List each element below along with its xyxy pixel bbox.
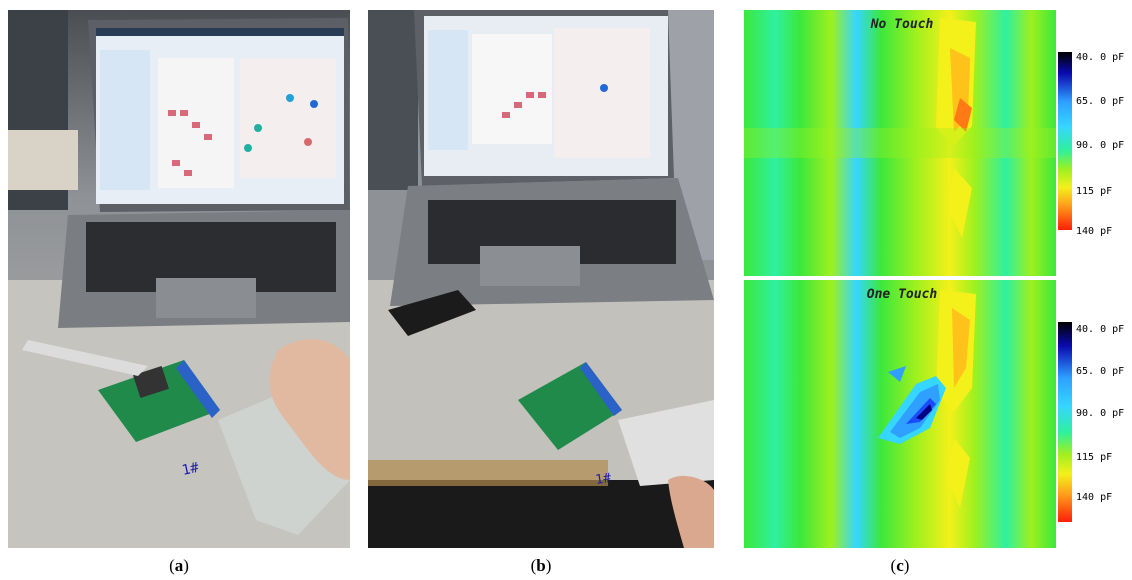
heatmap-no-touch: No Touch	[744, 10, 1056, 276]
caption-a-letter: a	[174, 556, 184, 575]
legend-bottom-label-2: 90. 0 pF	[1076, 408, 1124, 419]
heatmap-title-one-touch: One Touch	[867, 287, 938, 302]
handwritten-label-a: 1#	[181, 460, 201, 479]
handwritten-label-b: 1#	[594, 471, 612, 488]
legend-top: 40. 0 pF 65. 0 pF 90. 0 pF 115 pF 140 pF	[1058, 52, 1124, 237]
caption-c-letter: c	[896, 556, 904, 575]
legend-bottom-label-3: 115 pF	[1076, 452, 1112, 463]
legend-top-label-3: 115 pF	[1076, 186, 1112, 197]
heatmap-one-touch: One Touch	[744, 280, 1056, 548]
legend-bottom-label-1: 65. 0 pF	[1076, 366, 1124, 377]
caption-c-close: )	[903, 556, 910, 575]
caption-b-open: (	[530, 556, 537, 575]
caption-a-open: (	[169, 556, 175, 575]
caption-b-letter: b	[536, 556, 546, 575]
caption-b-close: )	[545, 556, 552, 575]
legend-top-label-2: 90. 0 pF	[1076, 140, 1124, 151]
legend-bottom: 40. 0 pF 65. 0 pF 90. 0 pF 115 pF 140 pF	[1058, 322, 1124, 522]
caption-a: (a)	[8, 556, 350, 576]
photo-b-illustration: 1#	[368, 10, 714, 548]
caption-c: (c)	[740, 556, 1060, 576]
legend-bottom-label-4: 140 pF	[1076, 492, 1112, 503]
caption-a-close: )	[183, 556, 189, 575]
photo-panel-b: 1#	[368, 10, 714, 548]
legend-bottom-label-0: 40. 0 pF	[1076, 324, 1124, 335]
legend-top-label-4: 140 pF	[1076, 226, 1112, 237]
caption-c-open: (	[890, 556, 897, 575]
caption-b: (b)	[368, 556, 714, 576]
heatmaps-svg: No Touch One Touch 40. 0 pF 65. 0 pF 90.…	[744, 10, 1124, 548]
photo-panel-a: 1#	[8, 10, 350, 548]
photo-a-illustration: 1#	[8, 10, 350, 548]
legend-top-label-1: 65. 0 pF	[1076, 96, 1124, 107]
heatmap-panel-c: No Touch One Touch 40. 0 pF 65. 0 pF 90.…	[740, 8, 1130, 550]
heatmap-title-no-touch: No Touch	[870, 17, 934, 32]
legend-top-label-0: 40. 0 pF	[1076, 52, 1124, 63]
